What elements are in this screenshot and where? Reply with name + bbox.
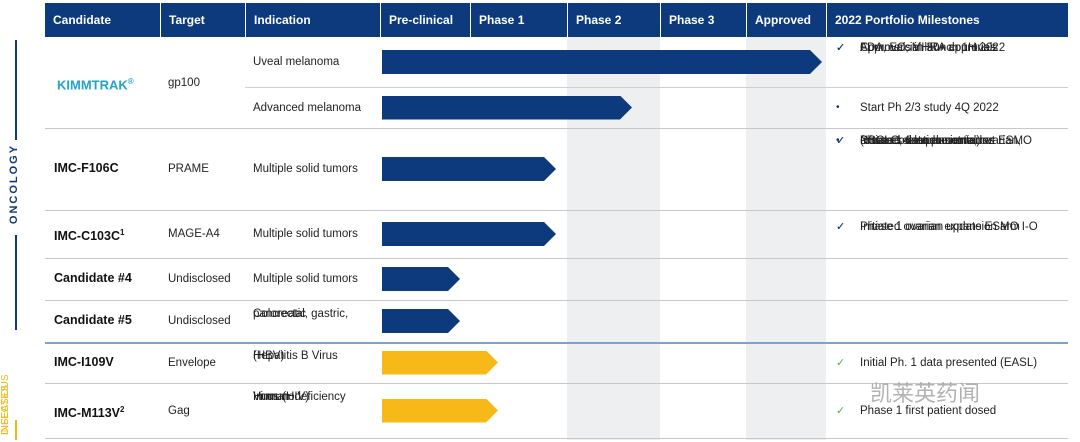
side-line <box>15 420 17 440</box>
milestone-line: (cutaneous melanoma, ovarian, <box>860 135 1022 147</box>
header-cell: Candidate <box>53 13 112 27</box>
target: gp100 <box>168 76 200 89</box>
milestone-line: Initial Ph. 1 data presented (EASL) <box>860 356 1038 369</box>
header-cell: Phase 2 <box>567 3 660 37</box>
progress-arrow <box>382 50 822 74</box>
indication-line: (HBV) <box>253 349 285 362</box>
milestone-line: Phase 1 ovarian update ESMO I-O <box>860 221 1038 233</box>
milestone-line: Commercial launch 1H 2022 <box>860 42 1006 54</box>
row-divider <box>45 258 1068 259</box>
indication-line: Multiple solid tumors <box>253 163 358 175</box>
progress-arrow <box>382 96 632 120</box>
row-divider <box>245 87 1068 88</box>
indication-line: Multiple solid tumors <box>253 228 358 240</box>
milestone-line: Initiated 4 expansion arms <box>860 135 995 147</box>
milestone-line: FDA, EC, MHRA approvals <box>860 42 999 54</box>
candidate: Candidate #4 <box>54 271 164 287</box>
target: Envelope <box>168 356 216 369</box>
candidate-name: Candidate #4 <box>54 271 132 285</box>
indication-line: Virus (HIV) <box>253 390 310 403</box>
candidate-name: IMC-C103C <box>54 229 120 244</box>
side-line <box>15 40 17 140</box>
header-cell: Target <box>160 3 245 37</box>
candidate-name: IMC-I109V <box>54 354 114 369</box>
milestone-marker: ✓ <box>836 404 846 417</box>
candidate: IMC-C103C1 <box>54 226 164 244</box>
row-divider <box>45 342 1068 344</box>
row-divider <box>45 438 1068 439</box>
side-label: ONCOLOGY <box>8 143 20 225</box>
indication-line: Uveal melanoma <box>253 56 340 68</box>
milestone-marker: • <box>836 135 840 146</box>
target: MAGE-A4 <box>168 228 220 240</box>
candidate: IMC-M113V2 <box>54 403 164 420</box>
progress-arrow <box>382 351 498 375</box>
indication-line: Human <box>253 390 291 403</box>
column-shade <box>746 37 826 440</box>
candidate-superscript: 2 <box>120 404 125 414</box>
milestone-line: Start Ph 2/3 study 4Q 2022 <box>860 101 999 114</box>
milestone-line: Dose escalation continues <box>860 135 995 147</box>
row-divider <box>45 300 1068 301</box>
header-cell: Approved <box>746 3 826 37</box>
milestone-marker: ✓ <box>836 135 846 147</box>
candidate: IMC-I109V <box>54 355 164 371</box>
candidate: Candidate #5 <box>54 313 164 329</box>
milestone-marker: ✓ <box>836 221 846 233</box>
target: Undisclosed <box>168 315 231 327</box>
side-label: INFECTIOUS DISEASES <box>0 335 26 435</box>
indication-line: Hepatitis B Virus <box>253 349 338 362</box>
milestone-marker: ✓ <box>836 42 846 54</box>
candidate: KIMMTRAK® <box>57 75 167 92</box>
milestone-marker: • <box>836 101 840 113</box>
progress-arrow <box>382 399 498 423</box>
candidate-name: IMC-F106C <box>54 161 119 175</box>
milestone-marker: ✓ <box>836 221 846 233</box>
milestone-line: Phase 1 first patient dosed <box>860 404 997 417</box>
candidate-name: KIMMTRAK <box>57 76 128 92</box>
target: Undisclosed <box>168 273 231 285</box>
row-divider <box>45 383 1068 384</box>
indication-line: Multiple solid tumors <box>253 273 358 285</box>
milestone-line: Approvals in 30+ countries <box>860 42 996 54</box>
milestone-line: Initiated ovarian expansion arm <box>860 221 1020 233</box>
milestone-line: NSCLC, & endometrial) <box>860 135 981 147</box>
progress-arrow <box>382 157 556 181</box>
milestone-marker: ✓ <box>836 356 846 369</box>
header-cell: Phase 3 <box>660 3 746 37</box>
candidate: IMC-F106C <box>54 161 164 177</box>
progress-arrow <box>382 267 460 291</box>
candidate-name: Candidate #5 <box>54 313 132 327</box>
candidate-superscript: 1 <box>120 228 125 237</box>
indication-line: pancreatic <box>253 308 307 320</box>
target: Gag <box>168 404 190 417</box>
side-line <box>15 235 17 330</box>
side-label-line: DISEASES <box>0 384 11 435</box>
header-cell: Phase 1 <box>470 3 567 37</box>
milestone-marker: ✓ <box>836 135 846 147</box>
milestone-line: Phase 1 data presented at ESMO <box>860 135 1032 147</box>
row-divider <box>45 210 1068 211</box>
progress-arrow <box>382 222 556 246</box>
candidate-name: IMC-M113V <box>54 405 120 420</box>
indication-line: Immunodeficiency <box>253 390 346 403</box>
header-cell: Pre-clinical <box>380 3 470 37</box>
target: PRAME <box>168 163 209 175</box>
header-cell: 2022 Portfolio Milestones <box>826 3 1068 37</box>
milestone-marker: ✓ <box>836 42 846 54</box>
row-divider <box>45 128 1068 129</box>
indication-line: Advanced melanoma <box>253 101 362 114</box>
indication-line: Colorectal, gastric, <box>253 308 349 320</box>
progress-arrow <box>382 309 460 333</box>
header-bar <box>45 3 1068 37</box>
candidate-superscript: ® <box>127 76 134 86</box>
watermark: 凯莱英药闻 <box>870 381 981 406</box>
header-cell: Indication <box>245 3 380 37</box>
milestone-marker: ✓ <box>836 42 846 54</box>
